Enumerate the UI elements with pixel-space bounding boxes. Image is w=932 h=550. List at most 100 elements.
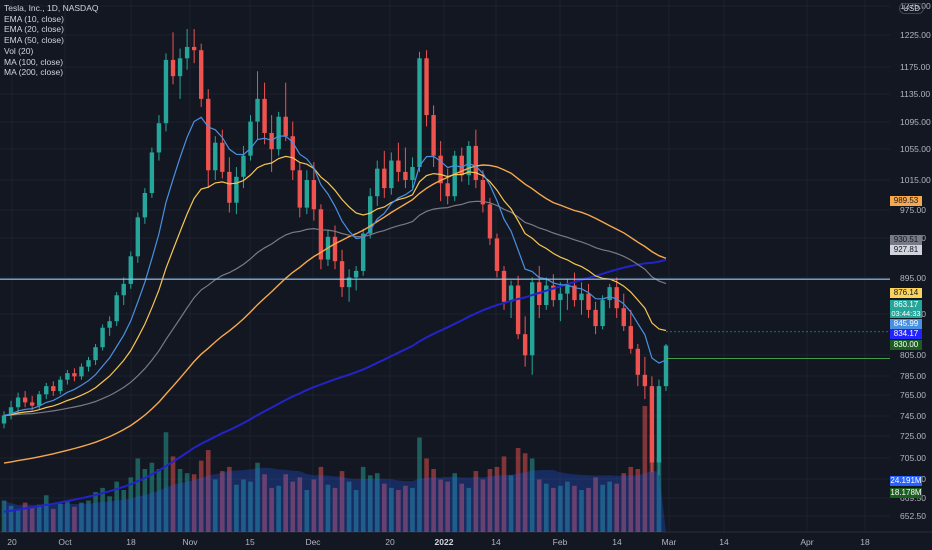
candle-body	[234, 176, 239, 203]
volume-bar	[79, 502, 84, 532]
time-tick-label: 18	[126, 537, 136, 547]
candle-body	[628, 326, 633, 349]
volume-bar	[614, 483, 620, 532]
price-tick-label: 1055.00	[900, 144, 931, 154]
volume-bar	[459, 483, 465, 532]
legend-ema20[interactable]: EMA (20, close)	[4, 24, 64, 35]
candle-body	[339, 261, 345, 288]
candle-body	[375, 168, 380, 197]
candle-body	[501, 270, 507, 302]
volume-bar	[205, 450, 211, 532]
volume-bar	[22, 502, 28, 532]
candle-body	[621, 308, 626, 327]
candle-body	[565, 285, 570, 294]
candle-body	[452, 155, 457, 197]
volume-bar	[255, 462, 260, 532]
candle-body	[522, 334, 528, 356]
volume-bar	[565, 481, 570, 532]
price-tick-label: 1275.00	[900, 1, 931, 11]
price-tick-label: 669.50	[900, 493, 926, 503]
price-axis[interactable]: 1275.00 1225.00 1175.00 1135.00 1095.00 1055.…	[900, 1, 931, 521]
candle-body	[142, 193, 148, 218]
candle-body	[487, 204, 493, 239]
volume-bar	[346, 481, 352, 532]
volume-bar	[403, 485, 408, 532]
candle-body	[297, 170, 302, 208]
volume-bar	[184, 473, 190, 532]
candle-body	[86, 360, 91, 367]
candle-body	[100, 327, 105, 348]
time-axis[interactable]: 20 Oct 18 Nov 15 Dec 20 2022 14 Feb 14 Mar 14 Apr 18	[7, 537, 870, 547]
volume-bar	[339, 471, 345, 532]
candle-body	[508, 285, 514, 302]
volume-bar	[93, 492, 98, 532]
price-tick-label: 1015.00	[900, 175, 931, 185]
candle-body	[473, 145, 479, 181]
candle-body	[15, 397, 21, 408]
price-tick-label: 1225.00	[900, 30, 931, 40]
candle-body	[382, 168, 387, 189]
candle-body	[635, 348, 641, 375]
volume-bar	[515, 448, 521, 532]
volume-bar	[522, 453, 528, 532]
candle-body	[227, 171, 232, 203]
price-label: 18.178M	[890, 488, 922, 498]
candle-body	[58, 379, 63, 392]
volume-bar	[579, 490, 584, 532]
legend-ma100[interactable]: MA (100, close)	[4, 56, 64, 67]
ema10-line	[3, 116, 667, 416]
volume-bar	[107, 496, 112, 532]
volume-bar	[607, 481, 612, 532]
time-tick-label: 18	[860, 537, 870, 547]
candle-body	[93, 347, 98, 361]
candle-body	[368, 196, 373, 234]
candle-body	[44, 386, 49, 395]
volume-bar	[269, 487, 274, 532]
candle-body	[480, 180, 486, 205]
volume-bar	[628, 466, 634, 532]
price-tick-label: 652.50	[900, 511, 926, 521]
volume-bar	[494, 466, 500, 532]
candle-body	[121, 283, 126, 296]
candle-body	[290, 136, 295, 171]
volume-bar	[15, 508, 21, 532]
candle-body	[586, 293, 591, 310]
volume-bar	[50, 508, 56, 532]
volume-bar	[551, 487, 556, 532]
time-tick-label: 2022	[435, 537, 454, 547]
price-tick-label: 1175.00	[900, 62, 930, 72]
legend-vol20[interactable]: Vol (20)	[4, 45, 34, 56]
candle-body	[572, 285, 577, 301]
volume-bar	[177, 469, 183, 532]
price-tick-label: 1095.00	[900, 117, 931, 127]
volume-bar	[473, 471, 479, 532]
candle-body	[403, 171, 408, 181]
time-tick-label: Nov	[182, 537, 198, 547]
volume-bar	[410, 487, 415, 532]
legend-ema50[interactable]: EMA (50, close)	[4, 35, 64, 46]
time-tick-label: 20	[385, 537, 395, 547]
time-tick-label: 14	[719, 537, 729, 547]
candle-body	[607, 287, 612, 301]
ema50-line	[3, 200, 667, 416]
volume-bar	[480, 479, 486, 532]
currency-badge[interactable]: USD	[899, 3, 924, 14]
volume-bar	[381, 483, 387, 532]
candle-body	[206, 98, 211, 171]
time-tick-label: Oct	[58, 537, 72, 547]
volume-bar	[72, 506, 77, 532]
legend-ema10[interactable]: EMA (10, close)	[4, 13, 64, 24]
candle-body	[149, 152, 155, 194]
candle-body	[311, 180, 317, 210]
volume-bar	[191, 474, 197, 532]
time-tick-label: 14	[612, 537, 622, 547]
legend-ma200[interactable]: MA (200, close)	[4, 67, 64, 78]
volume-bar	[29, 506, 35, 532]
volume-bar	[114, 481, 119, 532]
volume-bar	[318, 466, 324, 532]
volume-bar	[501, 456, 507, 532]
candle-body	[255, 98, 260, 122]
price-label: 845.99	[890, 319, 922, 329]
candle-body	[431, 115, 436, 156]
